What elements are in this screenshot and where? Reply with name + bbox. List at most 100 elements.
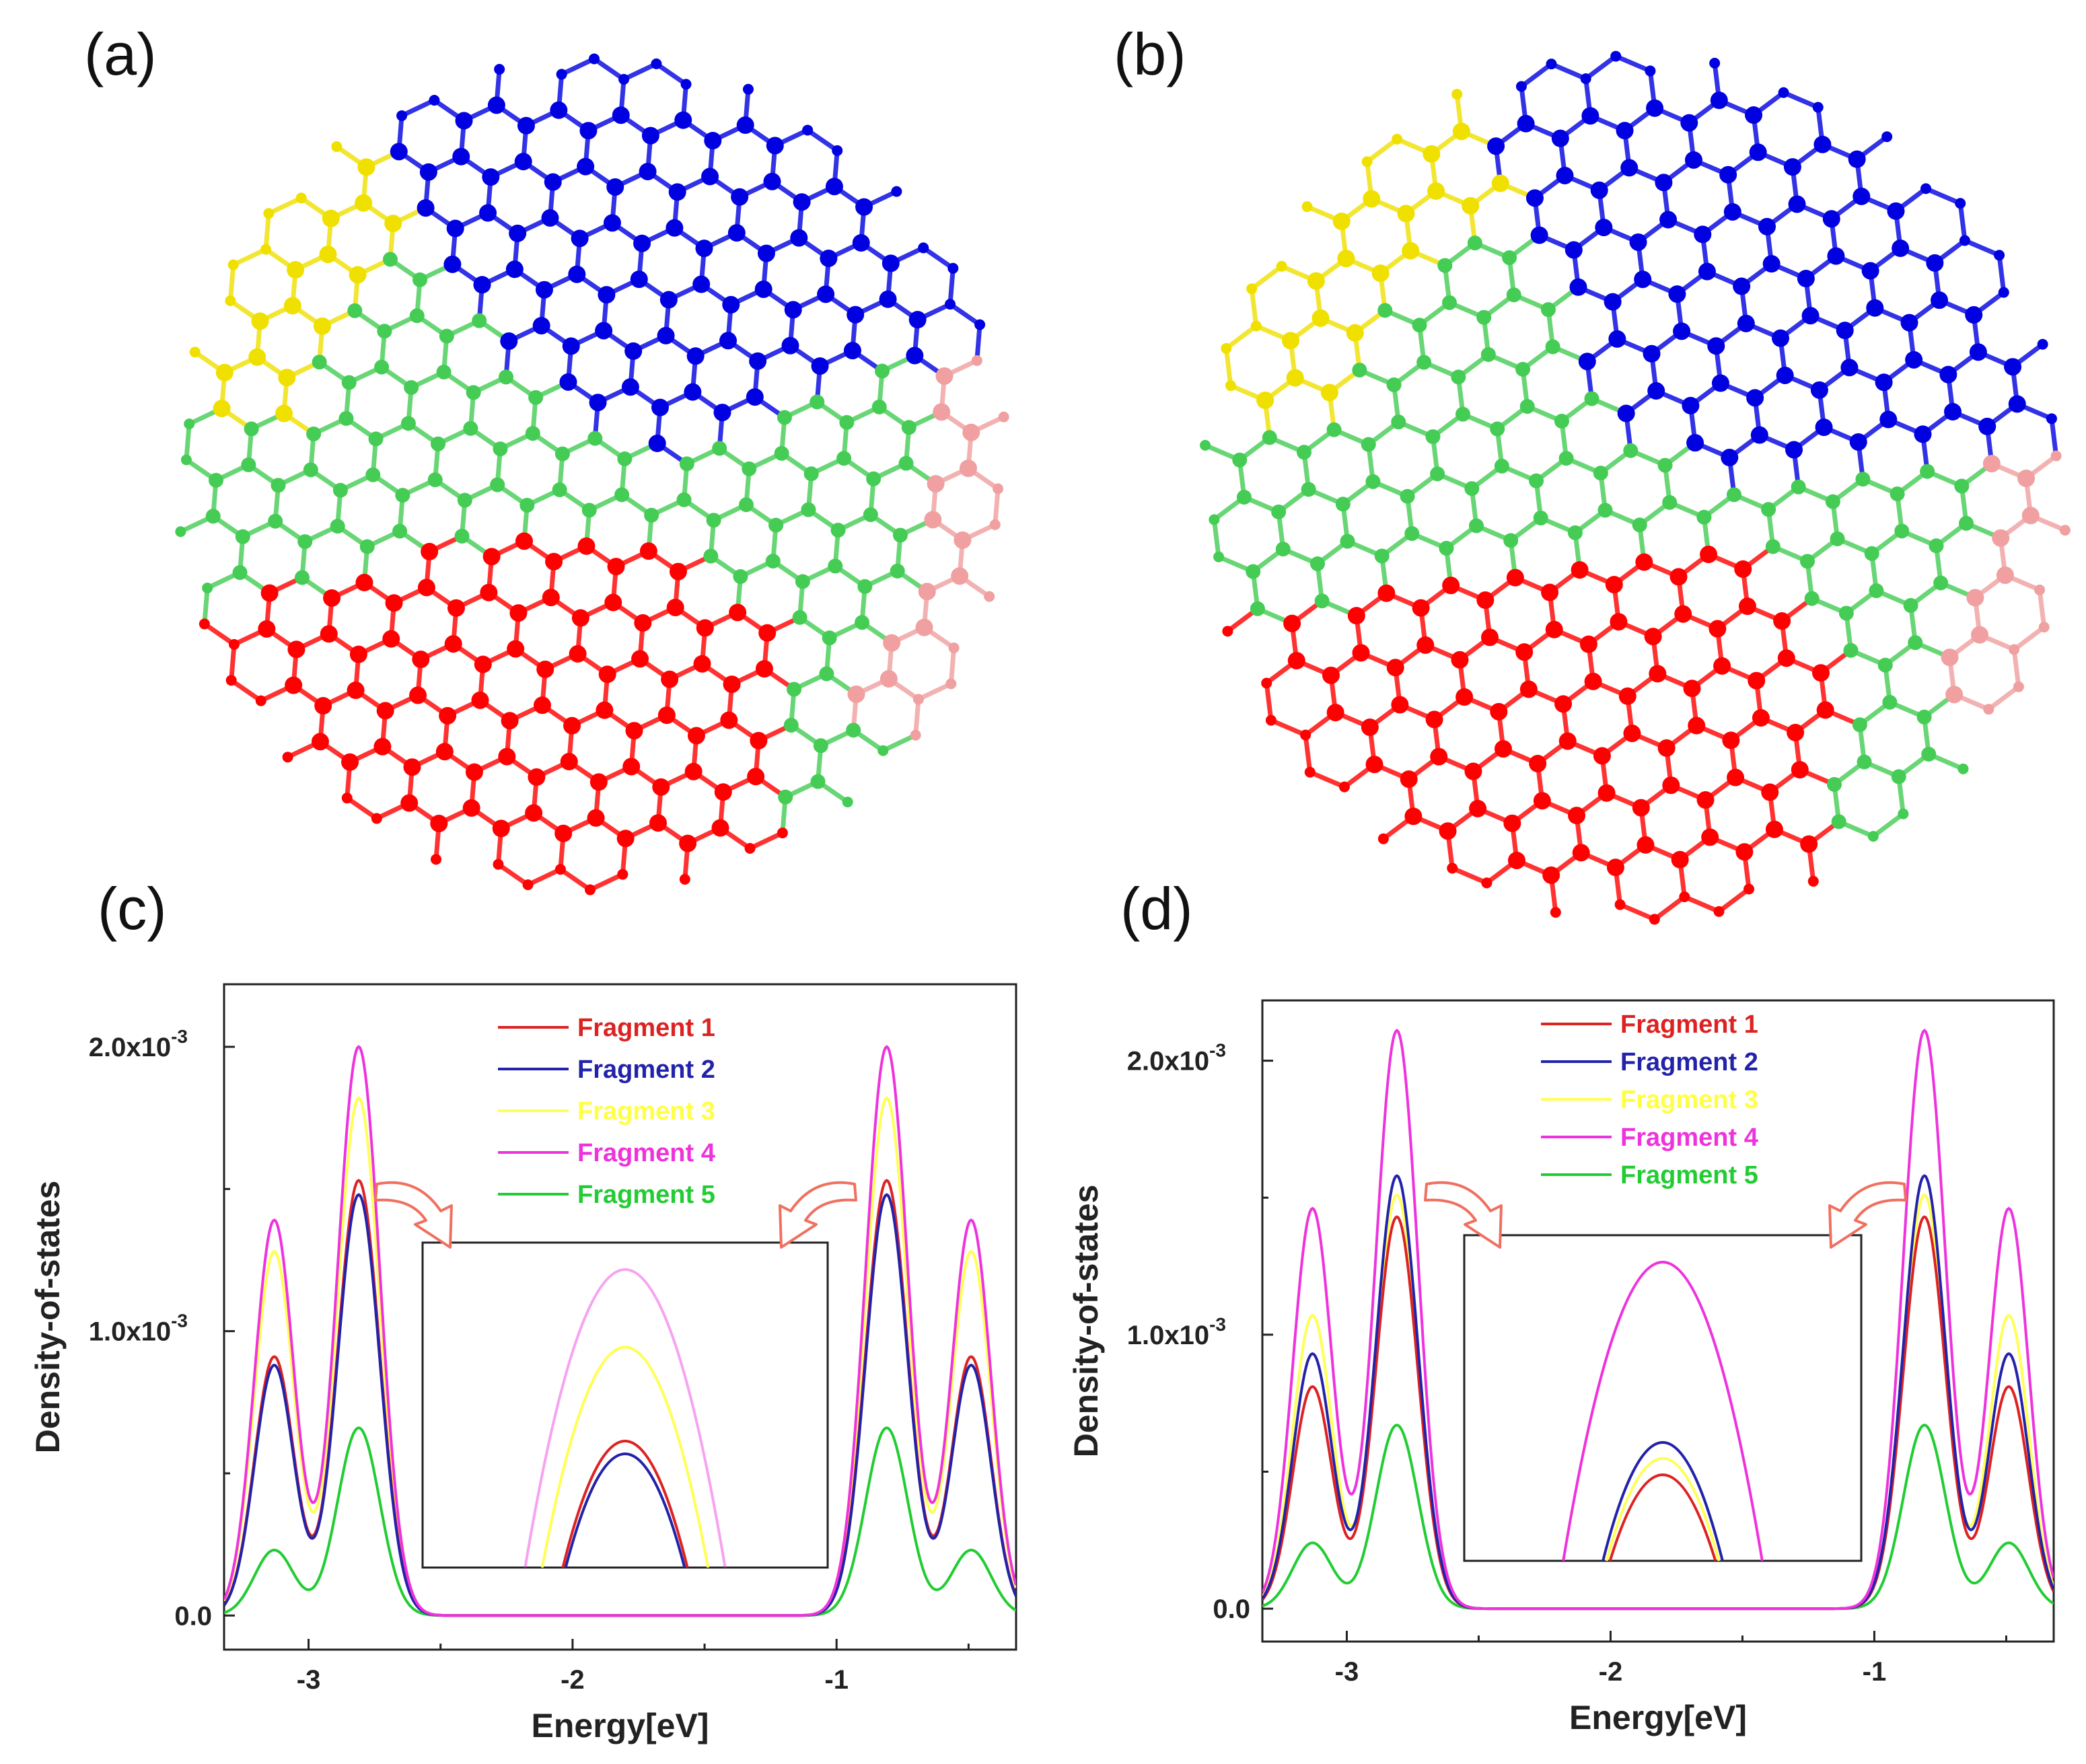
- atom: [661, 670, 679, 688]
- atom: [1811, 664, 1830, 682]
- atom: [213, 400, 231, 418]
- atom: [1804, 591, 1820, 606]
- bond: [1997, 254, 2007, 293]
- atom: [1595, 219, 1613, 237]
- atom: [1713, 906, 1725, 917]
- atom: [1830, 531, 1845, 546]
- bond: [561, 57, 596, 77]
- atom: [1866, 299, 1884, 317]
- bond: [1964, 238, 2001, 258]
- atom: [1812, 102, 1824, 113]
- legend-label: Fragment 5: [1620, 1161, 1758, 1189]
- atom: [1256, 392, 1274, 410]
- atom: [1225, 380, 1236, 392]
- atom: [417, 579, 435, 597]
- atom: [649, 814, 668, 832]
- x-tick-label: -3: [1335, 1657, 1359, 1687]
- atom: [1733, 277, 1751, 295]
- atom: [1326, 704, 1344, 722]
- atom: [1916, 709, 1932, 725]
- atom: [341, 753, 359, 771]
- atom: [2034, 584, 2046, 595]
- atom: [492, 819, 510, 838]
- atom: [283, 297, 301, 315]
- atom: [1423, 145, 1441, 163]
- atom: [1567, 525, 1583, 540]
- atom: [563, 716, 581, 735]
- atom: [906, 346, 924, 365]
- inset-curve-fragment-3: [540, 1346, 710, 1568]
- atom: [1761, 502, 1776, 517]
- atom: [554, 446, 570, 462]
- atom: [723, 675, 741, 694]
- atom: [1634, 270, 1652, 289]
- atom: [536, 660, 554, 678]
- atom: [1892, 240, 1910, 258]
- atom: [1707, 337, 1725, 355]
- atom: [2038, 622, 2050, 633]
- bond: [2049, 418, 2059, 457]
- atom: [454, 528, 470, 544]
- atom: [395, 488, 410, 503]
- atom: [554, 864, 566, 875]
- atom: [1869, 583, 1884, 599]
- atom: [1464, 481, 1480, 497]
- atom: [1462, 196, 1480, 215]
- atom: [924, 511, 942, 529]
- atom: [855, 615, 870, 630]
- atom: [569, 645, 587, 663]
- x-axis-title: Energy[eV]: [1569, 1699, 1747, 1736]
- bond: [1584, 54, 1618, 81]
- atom: [587, 809, 605, 827]
- atom: [184, 418, 195, 430]
- atom: [1710, 91, 1728, 110]
- atom: [1765, 820, 1783, 838]
- atom: [1551, 129, 1569, 147]
- bond: [1264, 682, 1274, 721]
- atom: [1713, 657, 1731, 675]
- atom: [1801, 307, 1820, 325]
- atom: [1959, 235, 1970, 246]
- atom: [1758, 217, 1776, 235]
- atom: [260, 584, 279, 602]
- atom: [2050, 450, 2062, 462]
- atom: [251, 312, 269, 330]
- atom: [1338, 781, 1350, 793]
- atom: [666, 598, 684, 616]
- atom: [1655, 174, 1673, 192]
- atom: [306, 426, 322, 441]
- atom: [227, 259, 239, 270]
- atom: [303, 462, 318, 478]
- atom: [1365, 474, 1381, 489]
- atom: [260, 244, 272, 255]
- atom: [1788, 195, 1806, 213]
- bond: [227, 264, 236, 301]
- atom: [1494, 458, 1509, 474]
- atom: [1629, 233, 1647, 251]
- atom: [746, 388, 764, 406]
- atom: [1517, 114, 1535, 133]
- atom: [2009, 644, 2020, 655]
- atom: [1734, 560, 1752, 578]
- atom: [778, 789, 793, 805]
- atom: [1800, 554, 1815, 569]
- atom: [294, 570, 310, 585]
- atom: [312, 355, 327, 370]
- atom: [618, 73, 630, 85]
- atom: [349, 266, 367, 284]
- atom: [533, 696, 551, 714]
- atom: [989, 519, 1001, 530]
- atom: [1879, 410, 1898, 429]
- bond: [267, 196, 303, 216]
- atom: [368, 431, 384, 447]
- atom: [1568, 807, 1586, 825]
- atom: [598, 286, 616, 304]
- atom: [890, 563, 905, 579]
- atom: [758, 624, 777, 642]
- atom: [1813, 135, 1832, 153]
- atom: [1296, 445, 1311, 460]
- atom: [787, 682, 802, 697]
- atom: [744, 843, 756, 854]
- legend-label: Fragment 4: [577, 1139, 715, 1167]
